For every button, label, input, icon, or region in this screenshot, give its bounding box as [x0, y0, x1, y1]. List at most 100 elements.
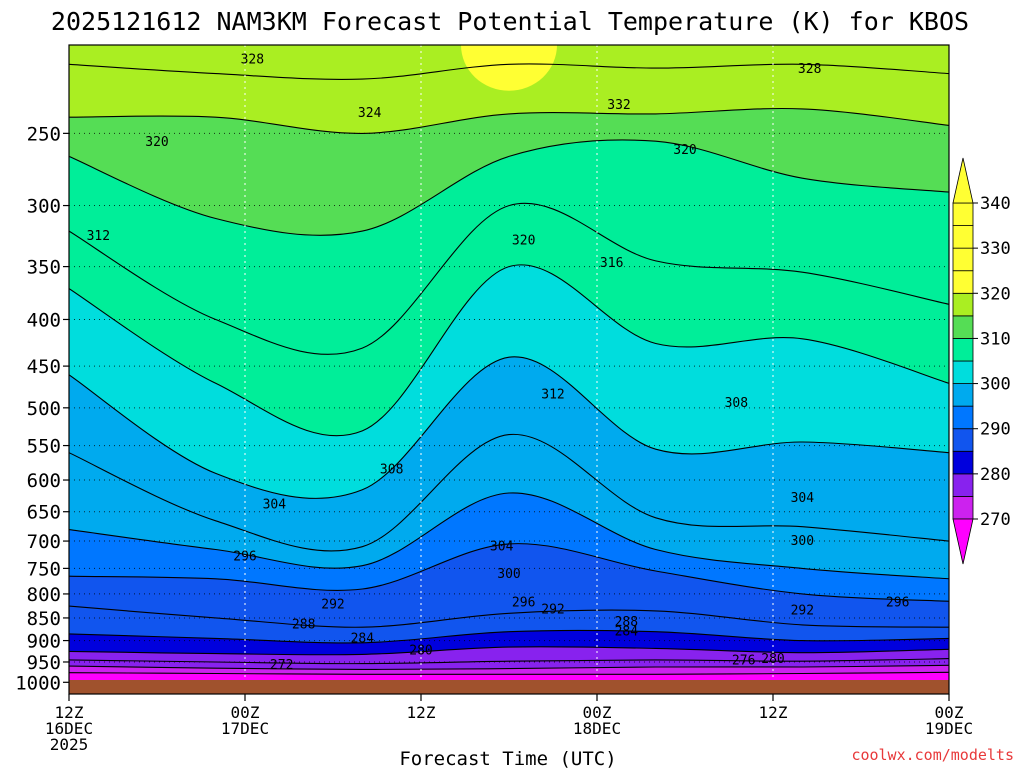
x-tick-label: 17DEC [221, 719, 269, 738]
isotherm-label: 300 [497, 567, 520, 582]
isotherm-label: 320 [512, 234, 535, 249]
colorbar-label: 330 [980, 239, 1011, 259]
colorbar-label: 280 [980, 465, 1011, 485]
colorbar-segment [952, 315, 974, 339]
y-tick-label: 850 [27, 608, 61, 630]
isotherm-320 [69, 139, 949, 236]
isotherm-label: 316 [600, 256, 623, 271]
isotherm-label: 312 [87, 229, 110, 244]
isotherm-328 [69, 63, 949, 80]
isotherm-label: 300 [791, 534, 814, 549]
x-tick-label: 2025 [50, 735, 89, 754]
x-axis-title: Forecast Time (UTC) [399, 748, 616, 768]
isotherm-324 [69, 107, 949, 134]
x-tick-label: 12Z [759, 703, 788, 722]
isotherm-label: 320 [673, 143, 696, 158]
isotherm-label: 320 [145, 135, 168, 150]
colorbar-min-arrow [952, 518, 974, 565]
isotherm-label: 288 [615, 615, 638, 630]
colorbar-label: 290 [980, 420, 1011, 440]
isotherm-label: 296 [233, 550, 256, 565]
isotherm-label: 312 [541, 387, 564, 402]
isotherm-316 [69, 202, 949, 355]
isotherm-label: 296 [886, 595, 909, 610]
x-tick-label: 19DEC [925, 719, 973, 738]
isotherm-label: 276 [732, 653, 755, 668]
colorbar-segment [952, 292, 974, 317]
colorbar: 270 280 290 300 310 320 330 340 [952, 157, 1011, 565]
y-tick-label: 900 [27, 631, 61, 653]
isotherm-labels: 328 328 324 332 320 320 312 320 316 312 308 308 304 3… [87, 53, 910, 673]
isotherm-label: 272 [270, 658, 293, 673]
plot-frame [68, 44, 950, 695]
isotherm-label: 304 [263, 498, 287, 513]
colorbar-label: 270 [980, 510, 1011, 530]
colorbar-label: 340 [980, 194, 1011, 214]
x-tick-label: 00Z [935, 703, 964, 722]
band-332 [461, 45, 557, 91]
y-tick-label: 250 [27, 123, 61, 145]
isotherm-lines [69, 63, 949, 675]
isotherm-label: 292 [791, 603, 814, 618]
colorbar-label: 320 [980, 284, 1011, 304]
colorbar-segment [952, 225, 974, 249]
watermark: coolwx.com/modelts [851, 746, 1014, 764]
terrain-strip [69, 680, 949, 694]
isotherm-label: 288 [292, 617, 315, 632]
isotherm-304 [69, 434, 949, 552]
isotherm-label: 332 [607, 98, 630, 113]
isotherm-296 [69, 543, 949, 602]
y-tick-label: 750 [27, 558, 61, 580]
colorbar-segment [952, 428, 974, 452]
isotherm-label: 324 [358, 106, 382, 121]
colorbar-segment [952, 405, 974, 430]
isotherm-label: 280 [761, 652, 784, 667]
colorbar-max-arrow [952, 157, 974, 204]
y-tick-label: 700 [27, 531, 61, 553]
isotherm-label: 304 [791, 491, 815, 506]
isotherm-label: 292 [541, 603, 564, 618]
y-tick-label: 550 [27, 436, 61, 458]
x-tick-label: 00Z [583, 703, 612, 722]
isotherm-label: 308 [380, 463, 403, 478]
colorbar-segment [952, 360, 974, 384]
isotherm-312 [69, 264, 949, 437]
x-tick-label: 18DEC [573, 719, 621, 738]
colorbar-segment [952, 450, 974, 475]
isotherm-280 [69, 658, 949, 665]
isotherm-label: 284 [351, 631, 375, 646]
x-tick-label: 16DEC [45, 719, 93, 738]
colorbar-segment [952, 338, 974, 362]
isotherm-label: 292 [321, 598, 344, 613]
colorbar-segment [952, 202, 974, 226]
isotherm-300 [69, 492, 949, 580]
isotherm-292 [69, 605, 949, 628]
isotherm-288 [69, 629, 949, 644]
temperature-bands [69, 45, 949, 694]
y-tick-label: 300 [27, 196, 61, 218]
x-tick-label: 00Z [231, 703, 260, 722]
colorbar-segment [952, 270, 974, 294]
isotherm-272 [69, 671, 949, 675]
x-tick-label: 12Z [55, 703, 84, 722]
y-tick-label: 1000 [15, 672, 61, 694]
chart-title: 2025121612 NAM3KM Forecast Potential Tem… [51, 7, 969, 36]
y-tick-label: 350 [27, 257, 61, 279]
y-tick-label: 600 [27, 470, 61, 492]
isotherm-label: 304 [490, 540, 514, 555]
colorbar-segment [952, 496, 974, 520]
colorbar-segment [952, 247, 974, 272]
colorbar-segment [952, 383, 974, 407]
grid-lines [69, 45, 949, 694]
pressure-axis: 2503003504004505005506006507007508008509… [15, 123, 69, 694]
isotherm-308 [69, 356, 949, 499]
isotherm-276 [69, 664, 949, 670]
y-tick-label: 650 [27, 502, 61, 524]
y-tick-label: 800 [27, 584, 61, 606]
y-tick-label: 400 [27, 309, 61, 331]
isotherm-label: 308 [725, 396, 748, 411]
y-tick-label: 950 [27, 652, 61, 674]
y-tick-label: 450 [27, 356, 61, 378]
